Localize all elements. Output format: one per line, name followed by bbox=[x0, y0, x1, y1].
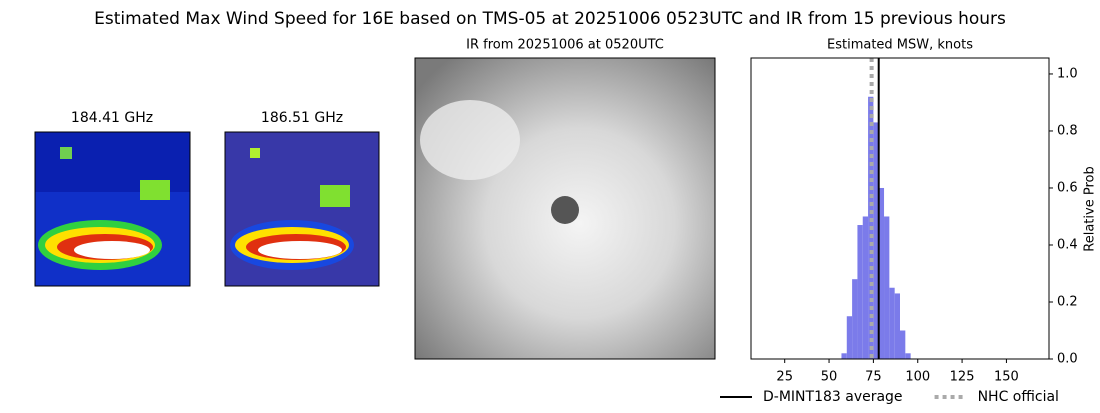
bar bbox=[900, 330, 906, 359]
microwave-image bbox=[224, 131, 380, 287]
bar bbox=[894, 293, 900, 359]
x-tick-label: 75 bbox=[865, 370, 882, 385]
y-tick-label: 0.6 bbox=[1057, 180, 1078, 195]
x-tick-label: 100 bbox=[905, 370, 930, 385]
bar bbox=[846, 316, 853, 359]
hist-title: Estimated MSW, knots bbox=[827, 38, 973, 53]
x-tick-label: 50 bbox=[821, 370, 838, 385]
y-tick-label: 0.4 bbox=[1057, 237, 1078, 252]
panel-title: 186.51 GHz bbox=[261, 110, 343, 126]
panel-title: 184.41 GHz bbox=[71, 110, 153, 126]
y-tick-label: 0.0 bbox=[1057, 352, 1078, 367]
y-tick-label: 0.8 bbox=[1057, 123, 1078, 138]
legend-label: NHC official bbox=[978, 389, 1059, 405]
ir-image bbox=[414, 57, 716, 360]
x-tick-label: 25 bbox=[776, 370, 793, 385]
legend-label: D-MINT183 average bbox=[763, 389, 903, 405]
bar bbox=[889, 287, 895, 359]
bar bbox=[857, 225, 863, 359]
bar bbox=[884, 216, 890, 359]
y-tick-label: 0.2 bbox=[1057, 294, 1078, 309]
bar bbox=[878, 187, 885, 359]
bar bbox=[862, 216, 869, 359]
figure-title: Estimated Max Wind Speed for 16E based o… bbox=[94, 9, 1006, 29]
plot-frame bbox=[750, 57, 1050, 360]
bar bbox=[852, 279, 858, 359]
bar bbox=[841, 353, 847, 359]
panel-title: IR from 20251006 at 0520UTC bbox=[466, 38, 664, 53]
x-tick-label: 125 bbox=[950, 370, 975, 385]
y-tick-label: 1.0 bbox=[1057, 66, 1078, 81]
legend: D-MINT183 average NHC official bbox=[720, 389, 1059, 405]
bar bbox=[905, 353, 911, 359]
bar bbox=[873, 122, 879, 359]
y-axis-label: Relative Prob bbox=[1083, 166, 1098, 251]
histogram: 25 50 75 100 125 150 0.0 0.2 0.4 0.6 0.8 1.0 bbox=[776, 58, 1078, 385]
x-tick-label: 150 bbox=[994, 370, 1019, 385]
microwave-image bbox=[34, 131, 191, 287]
